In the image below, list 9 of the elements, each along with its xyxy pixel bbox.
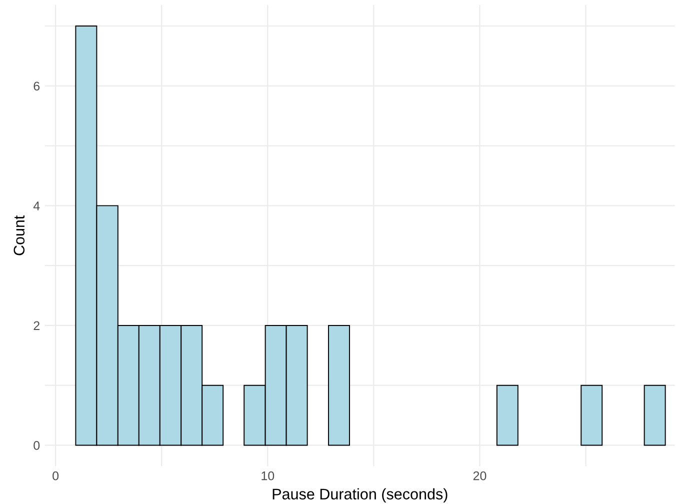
y-axis-title: Count	[14, 215, 25, 256]
x-tick-label: 0	[52, 471, 59, 480]
y-tick-label: 2	[34, 321, 40, 330]
x-tick-label: 20	[473, 471, 486, 480]
y-tick-label: 4	[33, 202, 40, 210]
x-axis-title: Pause Duration (seconds)	[272, 488, 448, 503]
x-tick-label: 10	[262, 471, 274, 480]
y-tick-label: 6	[34, 82, 40, 91]
y-tick-label: 0	[34, 441, 40, 450]
